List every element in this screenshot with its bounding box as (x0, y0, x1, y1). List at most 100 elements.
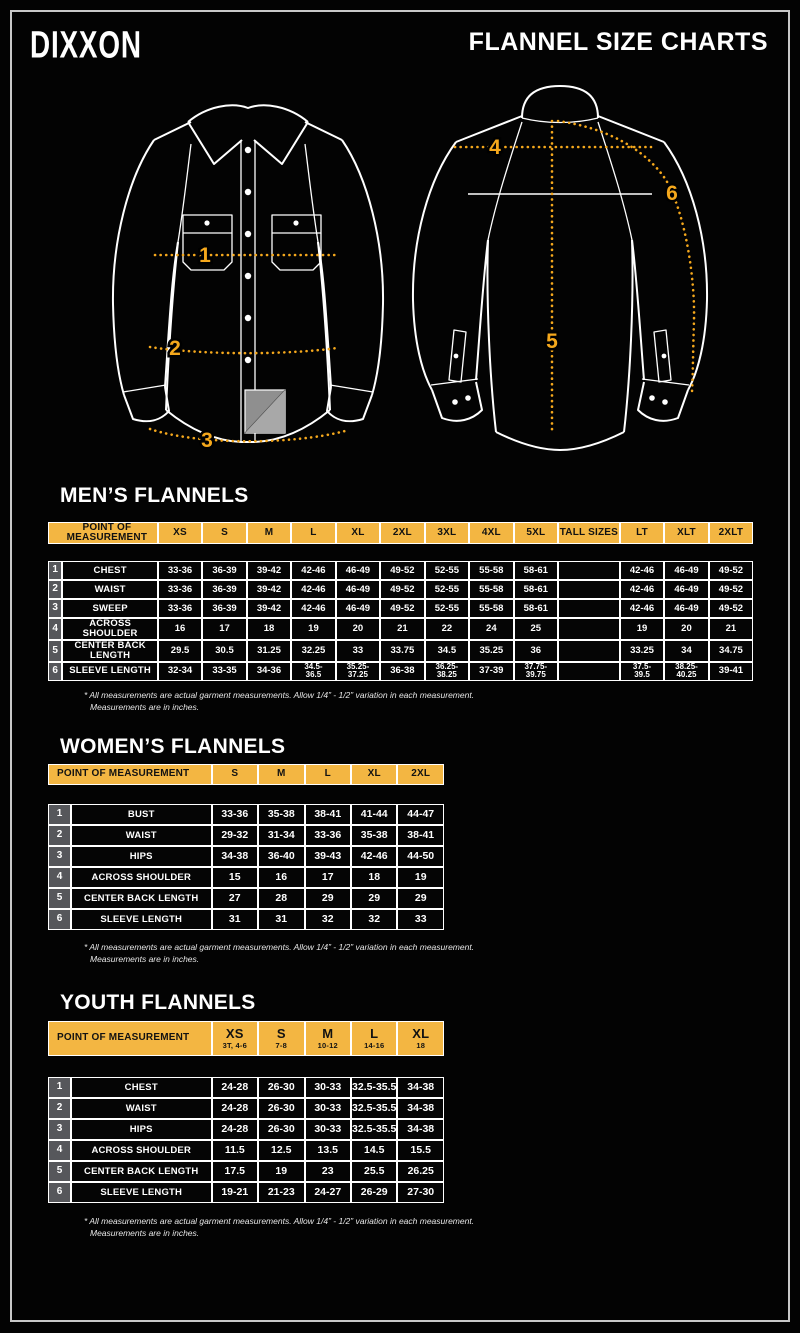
row-number: 5 (48, 888, 71, 909)
size-label: POINT OF MEASUREMENT (57, 1032, 190, 1044)
size-value: 11.5 (211, 1140, 259, 1161)
size-value: 49-52 (380, 561, 425, 580)
size-value: 33-36 (211, 804, 259, 825)
row-number: 2 (48, 1098, 71, 1119)
row-number: 3 (48, 599, 63, 618)
youth-header-cell: S 7-8 (258, 1021, 305, 1056)
row-number: 4 (48, 618, 63, 640)
size-value (558, 561, 620, 580)
size-value: 19 (291, 618, 336, 640)
size-value: 52-55 (424, 580, 470, 599)
youth-section-title: YOUTH FLANNELS (60, 991, 256, 1014)
size-value: 46-49 (335, 580, 381, 599)
measure-label-5: 5 (546, 330, 558, 353)
table-row: 1 CHEST 33-36 36-39 39-42 42-46 46-49 49-52 52-5… (48, 561, 754, 580)
size-value: 33-35 (202, 661, 247, 681)
size-value: 37.75- 39.75 (513, 661, 559, 681)
size-value: 34-38 (397, 1098, 444, 1119)
mens-header-cell: XS (157, 522, 203, 544)
table-row: 4 ACROSS SHOULDER 15 16 17 18 19 (48, 867, 444, 888)
measurement-label: CHEST (70, 1077, 212, 1098)
size-value: 33.25 (619, 639, 665, 662)
row-number: 2 (48, 580, 63, 599)
measurement-label: HIPS (70, 846, 212, 867)
size-value: 32.5-35.5 (350, 1119, 398, 1140)
mens-table-header: POINT OF MEASUREMENT XS S M L XL 2XL 3XL 4XL 5XL T… (48, 522, 754, 544)
size-value: 24 (469, 618, 514, 640)
youth-size-table: POINT OF MEASUREMENT XS 3T, 4-6 S 7-8 M 10-12 L… (48, 1021, 444, 1203)
size-label: XL (412, 1026, 430, 1042)
size-value: 26-30 (258, 1098, 305, 1119)
size-value: 42-46 (619, 561, 665, 580)
size-value: 21-23 (258, 1182, 305, 1203)
measure-line-sleeve (556, 119, 696, 394)
size-value: 55-58 (469, 561, 514, 580)
size-value: 33-36 (157, 580, 203, 599)
size-sub: 18 (416, 1040, 426, 1050)
size-value: 37-39 (469, 661, 514, 681)
measurement-label: ACROSS SHOULDER (62, 618, 158, 640)
size-value: 34-38 (397, 1119, 444, 1140)
size-value: 36-40 (258, 846, 305, 867)
size-value (558, 580, 620, 599)
back-buttons (452, 353, 668, 405)
size-value: 23 (304, 1161, 351, 1182)
size-value: 34-38 (397, 1077, 444, 1098)
size-value: 36-39 (202, 561, 247, 580)
size-value: 33.75 (380, 639, 425, 662)
measure-label-6: 6 (666, 182, 678, 205)
youth-header-cell: M 10-12 (304, 1021, 351, 1056)
womens-header-cell: POINT OF MEASUREMENT (48, 764, 212, 785)
table-row: 5 CENTER BACK LENGTH 17.5 19 23 25.5 26.25 (48, 1161, 444, 1182)
size-value: 20 (335, 618, 381, 640)
size-value: 24-27 (304, 1182, 351, 1203)
size-value: 38.25- 40.25 (664, 661, 709, 681)
size-value: 29.5 (157, 639, 203, 662)
size-value: 18 (350, 867, 398, 888)
mens-header-cell: TALL SIZES (558, 522, 620, 544)
fabric-swatch (244, 389, 286, 434)
chest-pockets (182, 214, 322, 271)
table-row: 3 SWEEP 33-36 36-39 39-42 42-46 46-49 49-52 52-5… (48, 599, 754, 618)
measurement-label: ACROSS SHOULDER (70, 1140, 212, 1161)
size-value: 29-32 (211, 825, 259, 846)
size-value: 20 (664, 618, 709, 640)
footnote-line: * All measurements are actual garment me… (84, 690, 475, 700)
size-value: 15.5 (397, 1140, 444, 1161)
size-label: XS (225, 1026, 244, 1042)
size-value: 31.25 (246, 639, 292, 662)
table-row: 1 BUST 33-36 35-38 38-41 41-44 44-47 (48, 804, 444, 825)
size-value: 29 (397, 888, 444, 909)
size-value: 17 (202, 618, 247, 640)
size-label: L (370, 1026, 379, 1042)
size-value: 55-58 (469, 599, 514, 618)
row-number: 1 (48, 561, 63, 580)
size-value: 46-49 (664, 580, 709, 599)
measurement-label: ACROSS SHOULDER (70, 867, 212, 888)
mens-footnote: * All measurements are actual garment me… (84, 690, 544, 714)
mens-header-cell: L (291, 522, 336, 544)
size-value: 12.5 (258, 1140, 305, 1161)
size-value: 19-21 (211, 1182, 259, 1203)
womens-footnote: * All measurements are actual garment me… (84, 942, 544, 966)
mens-header-cell: 5XL (513, 522, 559, 544)
size-value: 33-36 (157, 599, 203, 618)
size-value: 36.25- 38.25 (424, 661, 470, 681)
size-sub: 3T, 4-6 (222, 1040, 247, 1050)
size-value: 46-49 (664, 561, 709, 580)
mens-header-cell: XLT (664, 522, 709, 544)
row-number: 6 (48, 661, 63, 681)
size-value: 29 (350, 888, 398, 909)
size-value: 42-46 (291, 561, 336, 580)
size-value: 44-50 (397, 846, 444, 867)
size-value: 19 (258, 1161, 305, 1182)
size-value: 49-52 (708, 561, 754, 580)
table-row: 2 WAIST 29-32 31-34 33-36 35-38 38-41 (48, 825, 444, 846)
size-value: 16 (157, 618, 203, 640)
measure-label-1: 1 (199, 244, 211, 267)
mens-header-cell: POINT OF MEASUREMENT (48, 522, 158, 544)
size-value: 19 (397, 867, 444, 888)
size-value: 24-28 (211, 1077, 259, 1098)
footnote-line: Measurements are in inches. (90, 701, 200, 712)
